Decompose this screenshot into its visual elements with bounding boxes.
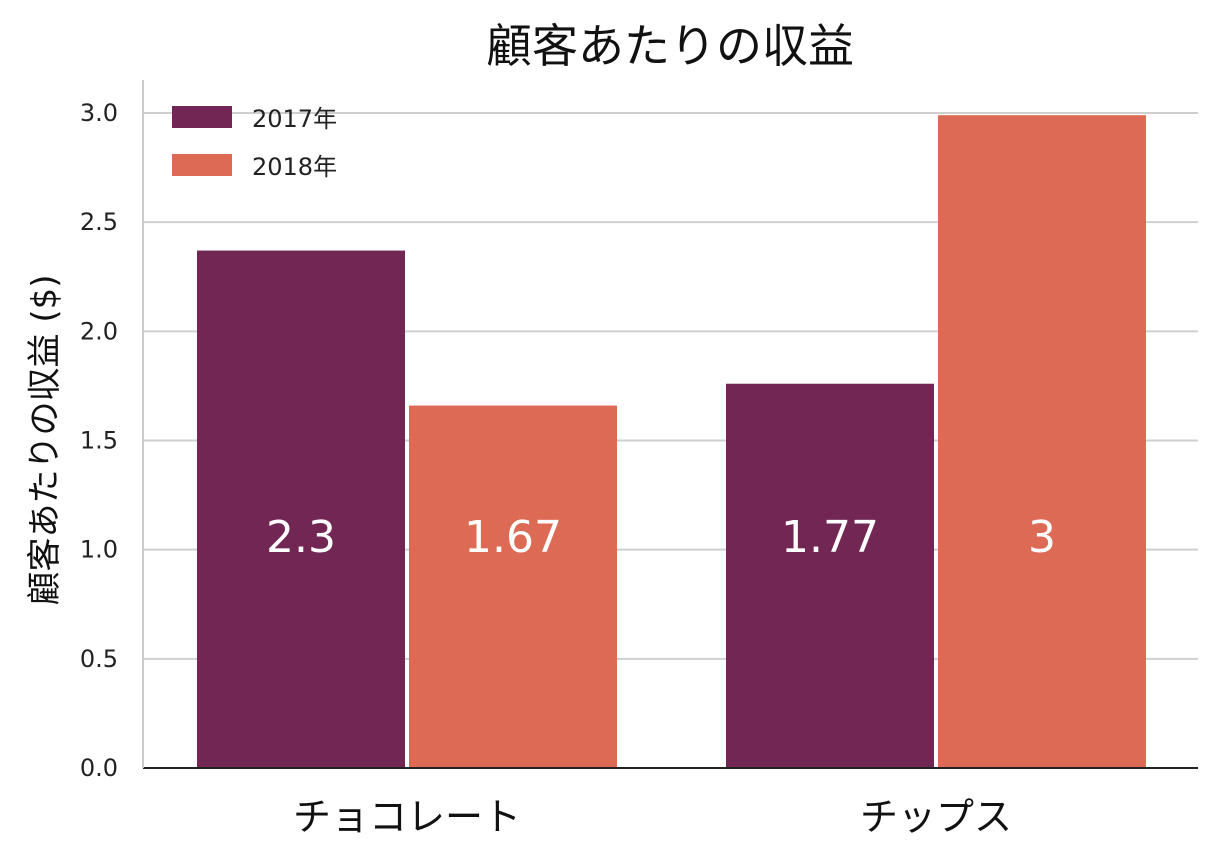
- chart-title: 顧客あたりの収益: [486, 19, 854, 73]
- y-tick-label: 0.0: [80, 754, 118, 782]
- x-tick-label: チョコレート: [293, 795, 521, 839]
- legend-swatch: [172, 154, 232, 176]
- y-tick-label: 1.5: [80, 427, 118, 455]
- y-tick-label: 0.5: [80, 645, 118, 673]
- bars: [197, 115, 1146, 769]
- x-axis-ticks: チョコレート チップス: [293, 795, 1012, 839]
- bar: [409, 405, 617, 768]
- bar: [197, 250, 405, 769]
- y-tick-label: 2.5: [80, 208, 118, 236]
- y-tick-label: 3.0: [80, 99, 118, 127]
- bar-value-label: 2.3: [266, 512, 336, 563]
- bar-value-label: 3: [1028, 512, 1056, 563]
- bar: [726, 383, 934, 768]
- y-tick-label: 1.0: [80, 536, 118, 564]
- legend: 2017年 2018年: [172, 105, 337, 181]
- legend-label: 2018年: [252, 153, 337, 181]
- legend-swatch: [172, 106, 232, 128]
- y-axis-label: 顧客あたりの収益 ($): [25, 275, 65, 606]
- legend-label: 2017年: [252, 105, 337, 133]
- bar-value-label: 1.77: [781, 512, 879, 563]
- y-axis-ticks: 0.0 0.5 1.0 1.5 2.0 2.5 3.0: [80, 99, 118, 782]
- bar-value-label: 1.67: [464, 512, 562, 563]
- x-tick-label: チップス: [860, 795, 1012, 839]
- bar: [938, 115, 1146, 768]
- bar-value-labels: 2.3 1.67 1.77 3: [266, 512, 1056, 563]
- y-tick-label: 2.0: [80, 317, 118, 345]
